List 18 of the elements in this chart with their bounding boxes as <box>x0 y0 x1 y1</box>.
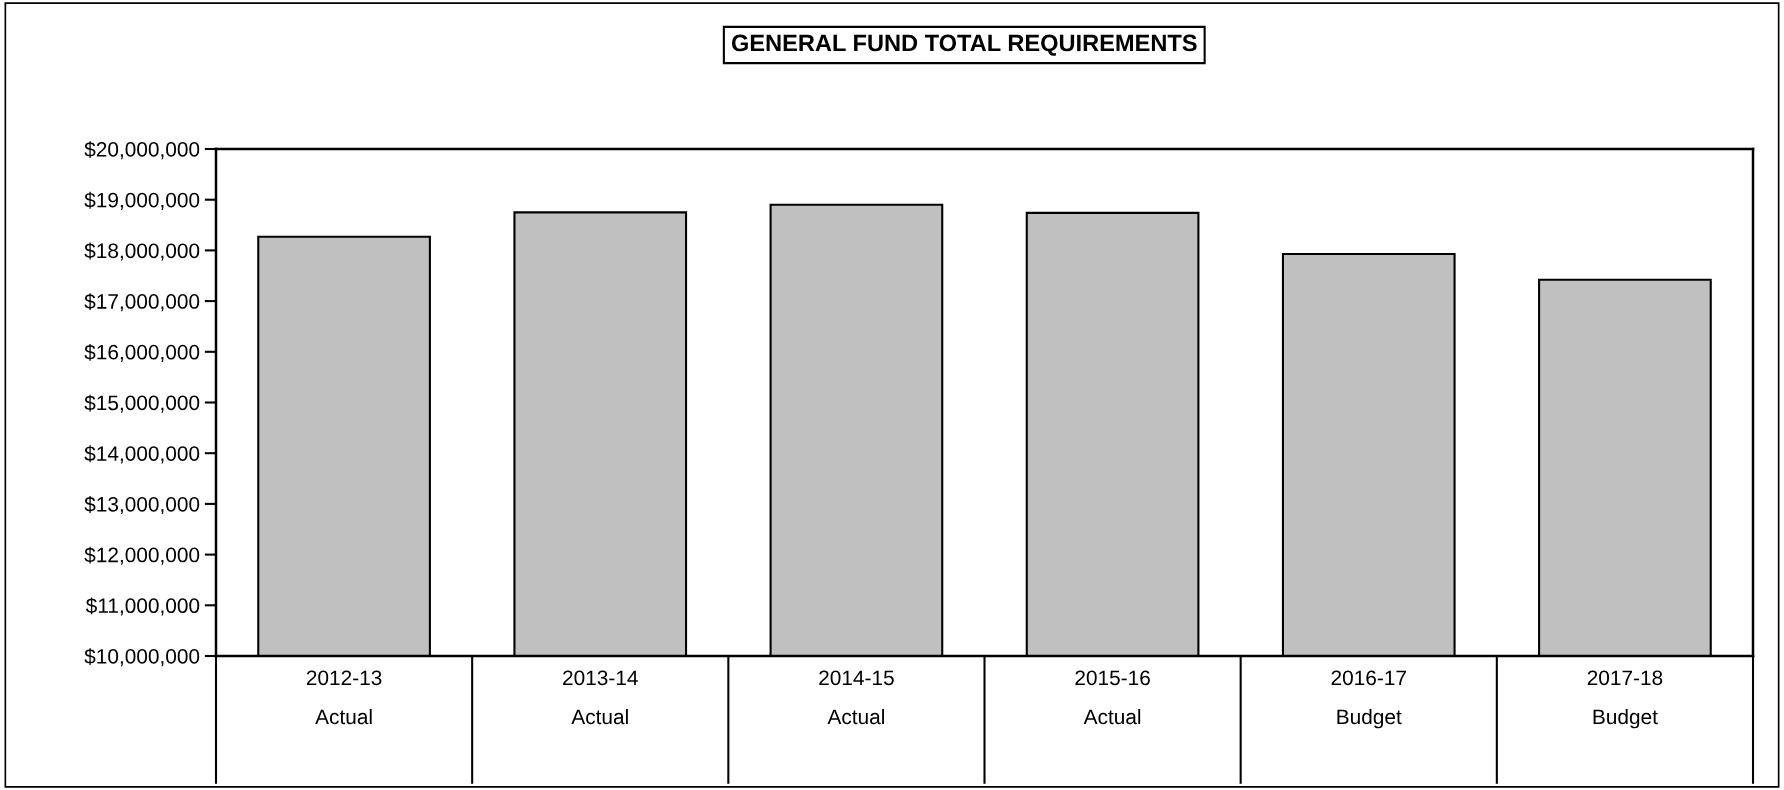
y-tick-label: $14,000,000 <box>84 445 200 464</box>
x-tick-label: 2017-18 Budget <box>1587 670 1663 729</box>
x-tick-label: 2014-15 Actual <box>819 670 894 725</box>
y-tick-label: $16,000,000 <box>84 343 200 363</box>
y-tick-label: $10,000,000 <box>84 648 200 667</box>
y-tick-label: $19,000,000 <box>84 191 200 210</box>
y-tick-label: $13,000,000 <box>84 496 200 515</box>
x-tick-label: 2015-16 Actual <box>1075 670 1150 725</box>
y-tick-label: $12,000,000 <box>84 546 200 565</box>
y-tick-label: $18,000,000 <box>84 242 200 261</box>
x-tick-label: 2012-13 Actual <box>306 670 382 725</box>
x-tick-label: 2016-17 Budget <box>1331 670 1406 729</box>
y-tick-label: $17,000,000 <box>84 293 200 312</box>
y-tick-label: $15,000,000 <box>84 394 200 413</box>
y-tick-label: $20,000,000 <box>84 141 200 160</box>
chart-title: GENERAL FUND TOTAL REQUIREMENTS <box>731 34 1197 56</box>
x-tick-label: 2013-14 Actual <box>563 670 638 725</box>
y-tick-label: $11,000,000 <box>85 597 200 616</box>
